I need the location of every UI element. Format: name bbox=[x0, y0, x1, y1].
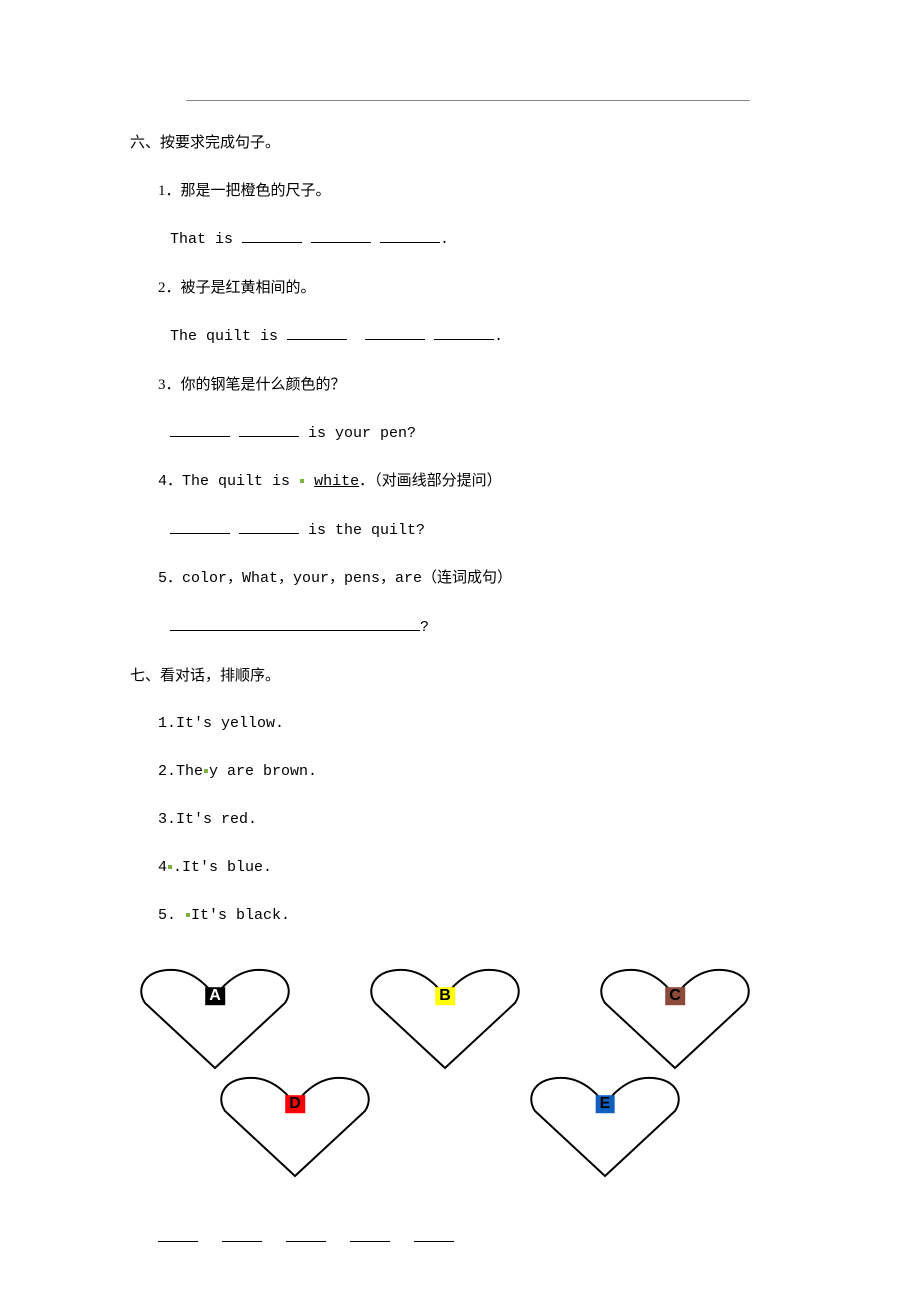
heart-e-label: E bbox=[596, 1096, 615, 1114]
heart-shape bbox=[531, 1078, 679, 1176]
q6-5-en-post: ? bbox=[420, 619, 429, 636]
q6-4-underlined: white bbox=[314, 473, 359, 490]
q6-5-text: color，What，your，pens，are（连词成句） bbox=[182, 570, 512, 587]
q6-2-en-post: . bbox=[494, 328, 503, 345]
hearts-row-2: D E bbox=[210, 1066, 790, 1186]
heart-b-label: B bbox=[435, 988, 455, 1006]
q6-2-zh-text: 被子是红黄相间的。 bbox=[181, 280, 316, 296]
q7-3-text: It's red. bbox=[176, 811, 257, 828]
q6-2-en-pre: The quilt is bbox=[170, 328, 287, 345]
q6-5-num: 5． bbox=[158, 570, 182, 587]
blank[interactable] bbox=[287, 324, 347, 340]
blank[interactable] bbox=[239, 518, 299, 534]
q7-3: 3.It's red. bbox=[158, 808, 790, 832]
q7-5-text: It's black. bbox=[191, 907, 290, 924]
q7-5-num: 5. bbox=[158, 907, 176, 924]
answer-blank[interactable] bbox=[286, 1226, 326, 1242]
section7-title: 七、看对话，排顺序。 bbox=[130, 664, 790, 688]
blank[interactable] bbox=[242, 227, 302, 243]
q6-3-en-post: is your pen? bbox=[299, 425, 416, 442]
q6-1-zh: 1．那是一把橙色的尺子。 bbox=[158, 179, 790, 203]
heart-c-label: C bbox=[665, 988, 685, 1006]
q6-1-en-post: . bbox=[440, 231, 449, 248]
heart-d: D bbox=[210, 1066, 380, 1186]
heart-shape bbox=[141, 970, 289, 1068]
q6-1-zh-text: 那是一把橙色的尺子。 bbox=[181, 183, 331, 199]
section6-title: 六、按要求完成句子。 bbox=[130, 131, 790, 155]
q7-5: 5. It's black. bbox=[158, 904, 790, 928]
blank[interactable] bbox=[170, 421, 230, 437]
heart-a-label: A bbox=[205, 988, 225, 1006]
q7-4-dot: . bbox=[173, 859, 182, 876]
q6-3-zh: 3．你的钢笔是什么颜色的？ bbox=[158, 373, 790, 397]
q6-4-en: is the quilt? bbox=[170, 518, 790, 543]
answer-blank[interactable] bbox=[222, 1226, 262, 1242]
q6-4-prompt: 4．The quilt is white．（对画线部分提问） bbox=[158, 470, 790, 494]
blank[interactable] bbox=[365, 324, 425, 340]
q7-1: 1.It's yellow. bbox=[158, 712, 790, 736]
q7-4-text: It's blue. bbox=[182, 859, 272, 876]
blank[interactable] bbox=[311, 227, 371, 243]
dot-icon bbox=[300, 479, 304, 483]
blank[interactable] bbox=[239, 421, 299, 437]
blank[interactable] bbox=[170, 518, 230, 534]
q6-1-num: 1． bbox=[158, 183, 181, 199]
q6-4-pre: The quilt is bbox=[182, 473, 299, 490]
heart-a: A bbox=[130, 958, 300, 1078]
q6-2-en: The quilt is . bbox=[170, 324, 790, 349]
heart-shape bbox=[371, 970, 519, 1068]
q7-2-num: 2. bbox=[158, 763, 176, 780]
heart-d-label: D bbox=[285, 1096, 305, 1114]
answer-blank[interactable] bbox=[414, 1226, 454, 1242]
q6-2-zh: 2．被子是红黄相间的。 bbox=[158, 276, 790, 300]
answer-blank[interactable] bbox=[158, 1226, 198, 1242]
q6-1-en: That is . bbox=[170, 227, 790, 252]
q7-4: 4.It's blue. bbox=[158, 856, 790, 880]
answer-blank[interactable] bbox=[350, 1226, 390, 1242]
heart-b: B bbox=[360, 958, 530, 1078]
answer-blanks-row bbox=[158, 1226, 790, 1242]
q6-5-en: ? bbox=[170, 615, 790, 640]
blank[interactable] bbox=[380, 227, 440, 243]
heart-shape bbox=[601, 970, 749, 1068]
q6-3-num: 3． bbox=[158, 377, 181, 393]
q6-4-en-post: is the quilt? bbox=[299, 522, 425, 539]
blank[interactable] bbox=[170, 615, 420, 631]
q7-3-num: 3. bbox=[158, 811, 176, 828]
q6-3-zh-text: 你的钢笔是什么颜色的？ bbox=[181, 377, 346, 393]
dot-icon bbox=[204, 769, 208, 773]
q6-4-num: 4． bbox=[158, 473, 182, 490]
hearts-row-1: A B C bbox=[130, 958, 790, 1078]
q6-2-num: 2． bbox=[158, 280, 181, 296]
heart-e: E bbox=[520, 1066, 690, 1186]
q7-1-text: It's yellow. bbox=[176, 715, 284, 732]
heart-c: C bbox=[590, 958, 760, 1078]
dot-icon bbox=[168, 865, 172, 869]
q7-4-num: 4 bbox=[158, 859, 167, 876]
top-rule bbox=[186, 100, 750, 101]
heart-shape bbox=[221, 1078, 369, 1176]
blank[interactable] bbox=[434, 324, 494, 340]
q6-3-en: is your pen? bbox=[170, 421, 790, 446]
dot-icon bbox=[186, 913, 190, 917]
q6-4-post: ．（对画线部分提问） bbox=[359, 473, 502, 490]
q7-2: 2.They are brown. bbox=[158, 760, 790, 784]
q6-5-prompt: 5．color，What，your，pens，are（连词成句） bbox=[158, 567, 790, 591]
q7-1-num: 1. bbox=[158, 715, 176, 732]
q6-1-en-pre: That is bbox=[170, 231, 242, 248]
